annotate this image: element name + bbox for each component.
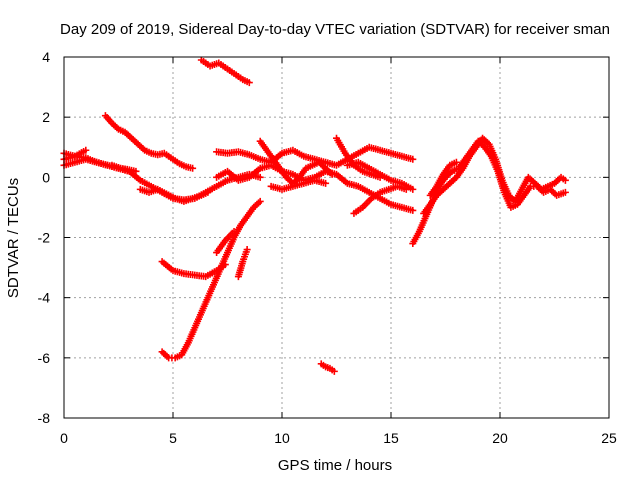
y-tick-label: -6 bbox=[38, 350, 51, 366]
data-point bbox=[189, 164, 197, 172]
data-point bbox=[409, 155, 417, 163]
series-track-v bbox=[317, 360, 338, 375]
series-track-t bbox=[420, 134, 569, 217]
x-tick-label: 5 bbox=[169, 430, 177, 446]
data-point bbox=[230, 227, 238, 235]
data-point bbox=[328, 170, 336, 178]
series-track-k bbox=[234, 246, 251, 281]
y-tick-label: -2 bbox=[38, 230, 51, 246]
series-track-u bbox=[426, 158, 460, 199]
data-point bbox=[204, 188, 212, 196]
data-point bbox=[245, 79, 253, 87]
data-point bbox=[132, 167, 140, 175]
data-points bbox=[60, 56, 569, 375]
plot-frame bbox=[63, 56, 610, 419]
y-axis-label: SDTVAR / TECUs bbox=[5, 178, 22, 298]
series-track-g bbox=[197, 56, 253, 87]
data-point bbox=[256, 173, 264, 181]
x-tick-label: 10 bbox=[274, 430, 290, 446]
data-point bbox=[82, 146, 90, 154]
x-tick-label: 0 bbox=[60, 430, 68, 446]
series-track-f bbox=[136, 185, 212, 205]
series-track-d bbox=[101, 112, 197, 172]
series-track-m bbox=[213, 161, 417, 214]
data-point bbox=[256, 197, 264, 205]
data-point bbox=[561, 188, 569, 196]
y-tick-label: -4 bbox=[38, 290, 51, 306]
series-track-i bbox=[158, 197, 264, 362]
data-point bbox=[452, 158, 460, 166]
series-track-j bbox=[213, 227, 238, 257]
series-track-q bbox=[350, 182, 410, 217]
series-track-r bbox=[343, 158, 417, 193]
grid bbox=[64, 57, 609, 418]
series-track-o bbox=[267, 176, 330, 193]
x-tick-label: 20 bbox=[492, 430, 508, 446]
x-tick-label: 15 bbox=[383, 430, 399, 446]
data-point bbox=[409, 206, 417, 214]
y-tick-label: 0 bbox=[42, 169, 50, 185]
data-point bbox=[243, 246, 251, 254]
data-point bbox=[330, 367, 338, 375]
series-track-n bbox=[256, 137, 336, 187]
x-axis-label: GPS time / hours bbox=[278, 457, 392, 474]
data-point bbox=[561, 176, 569, 184]
series-track-e bbox=[108, 161, 140, 175]
y-tick-label: -8 bbox=[38, 410, 51, 426]
y-tick-label: 4 bbox=[42, 49, 50, 65]
data-point bbox=[322, 179, 330, 187]
x-tick-label: 25 bbox=[601, 430, 617, 446]
y-tick-label: 2 bbox=[42, 109, 50, 125]
data-point bbox=[409, 185, 417, 193]
tick-labels: 0 5 10 15 20 25 -8 -6 -4 -2 0 2 4 bbox=[38, 49, 617, 446]
chart-title: Day 209 of 2019, Sidereal Day-to-day VTE… bbox=[60, 21, 610, 38]
series-track-p bbox=[333, 134, 384, 181]
